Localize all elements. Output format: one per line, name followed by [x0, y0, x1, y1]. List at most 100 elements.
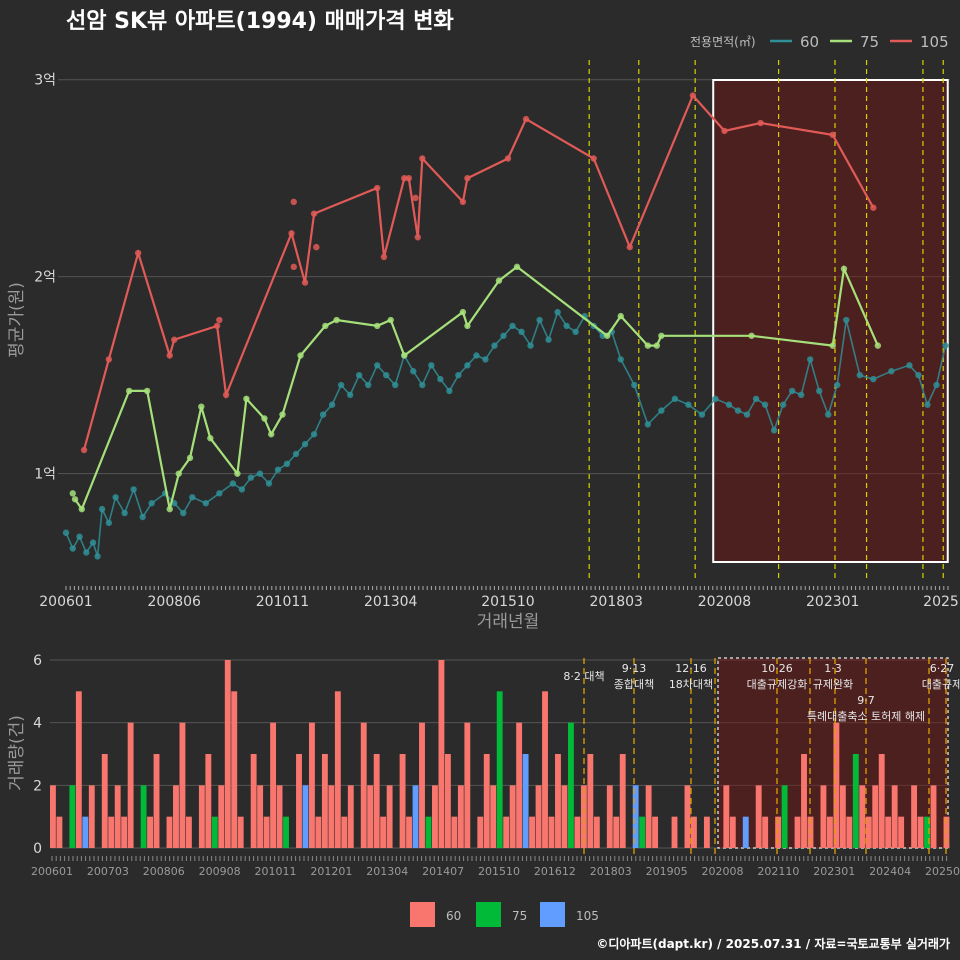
volume-bar: [147, 816, 153, 848]
volume-bar: [173, 785, 179, 848]
series-point-60: [130, 486, 137, 493]
series-point-75: [459, 308, 467, 316]
volume-bar: [166, 816, 173, 848]
series-point-60: [247, 474, 255, 481]
series-point-60: [933, 381, 940, 389]
series-point-60: [924, 401, 931, 408]
series-point-75: [125, 387, 133, 395]
volume-bar: [211, 816, 218, 848]
series-point-75: [207, 435, 214, 442]
series-point-60: [112, 494, 119, 501]
series-point-75: [840, 265, 848, 272]
series-point-60: [617, 356, 624, 363]
top-legend: 전용면적(㎡) 60 75 105: [690, 33, 949, 51]
series-point-60: [545, 336, 552, 343]
series-point-60: [797, 391, 805, 399]
volume-bar: [891, 785, 898, 848]
series-point-60: [779, 401, 787, 408]
series-point-60: [410, 368, 417, 375]
price-line-chart: 1억 2억 3억 200601 200806 201011 201304 201510 2018…: [7, 60, 959, 632]
series-point-75: [333, 316, 340, 324]
series-point-60: [725, 401, 733, 408]
series-point-105: [522, 115, 530, 123]
series-point-75: [78, 505, 85, 513]
series-point-60: [743, 411, 751, 418]
volume-bar: [334, 691, 341, 848]
legend-label-105: 105: [920, 33, 949, 51]
x-axis-label: 거래년월: [477, 612, 540, 632]
volume-bar: [140, 785, 147, 848]
volume-bar: [88, 785, 95, 848]
bar-y-tick-label: 4: [33, 716, 42, 732]
volume-bar: [522, 754, 529, 848]
series-point-60: [238, 486, 246, 493]
bottom-legend: 60 75 105: [410, 902, 599, 927]
series-point-105: [80, 446, 88, 454]
bar-x-tick-label: 201510: [478, 865, 520, 878]
y-tick-label: 2억: [34, 270, 56, 286]
volume-bar: [444, 754, 451, 848]
volume-bar: [75, 691, 82, 848]
volume-bar: [224, 660, 231, 848]
volume-bar: [684, 785, 691, 848]
series-point-105: [380, 253, 388, 261]
volume-bar: [257, 785, 264, 848]
series-point-60: [283, 460, 291, 468]
volume-bar: [587, 754, 594, 848]
series-point-60: [518, 328, 525, 336]
series-point-60: [216, 490, 223, 497]
volume-bar: [114, 785, 121, 848]
volume-bar: [276, 785, 283, 848]
volume-bar: [419, 722, 425, 848]
volume-bar: [548, 816, 555, 848]
series-point-60: [915, 371, 922, 379]
bar-x-tick-label: 202505: [925, 865, 960, 878]
series-point-75: [829, 342, 836, 349]
x-tick-label: 2025: [923, 594, 959, 610]
series-point-75: [748, 332, 755, 339]
volume-bar: [703, 816, 710, 848]
series-point-60: [121, 509, 128, 517]
bar-legend-label-60: 60: [446, 909, 461, 923]
series-point-60: [685, 401, 692, 408]
volume-bar: [231, 691, 238, 848]
extra-point-105: [290, 198, 297, 206]
series-point-105: [171, 336, 178, 343]
series-point-60: [355, 371, 363, 379]
series-point-60: [437, 375, 444, 383]
series-point-60: [734, 407, 742, 414]
extra-point-105: [313, 243, 320, 251]
volume-bar: [865, 816, 872, 848]
policy-label-desc: 규제완화: [813, 678, 853, 691]
series-point-105: [626, 243, 633, 251]
series-point-75: [268, 431, 275, 438]
series-point-60: [870, 375, 877, 383]
volume-bar: [302, 785, 309, 848]
series-point-75: [166, 505, 173, 513]
volume-bar: [263, 816, 270, 848]
volume-bar: [885, 816, 892, 848]
series-point-60: [62, 529, 70, 536]
volume-bar: [516, 722, 523, 848]
volume-bar: [198, 785, 205, 848]
bar-legend-label-105: 105: [576, 909, 599, 923]
volume-bar: [127, 722, 134, 848]
series-point-75: [143, 387, 151, 395]
volume-bar: [613, 816, 620, 848]
policy-label-title: 9·7: [857, 694, 875, 707]
series-point-60: [806, 356, 814, 363]
series-point-75: [401, 352, 408, 359]
series-point-105: [870, 204, 877, 211]
series-point-60: [328, 401, 336, 408]
series-point-75: [658, 332, 665, 339]
bar-x-tick-label: 201304: [366, 865, 408, 878]
series-point-60: [94, 553, 101, 560]
policy-label-title: 12·16: [675, 662, 707, 675]
policy-label-desc: 대출규제강화: [747, 678, 808, 691]
policy-label-title: 9·13: [622, 662, 647, 675]
volume-bar: [930, 785, 937, 848]
series-point-75: [495, 277, 503, 284]
volume-bar: [367, 785, 374, 848]
volume-bar: [639, 816, 646, 848]
